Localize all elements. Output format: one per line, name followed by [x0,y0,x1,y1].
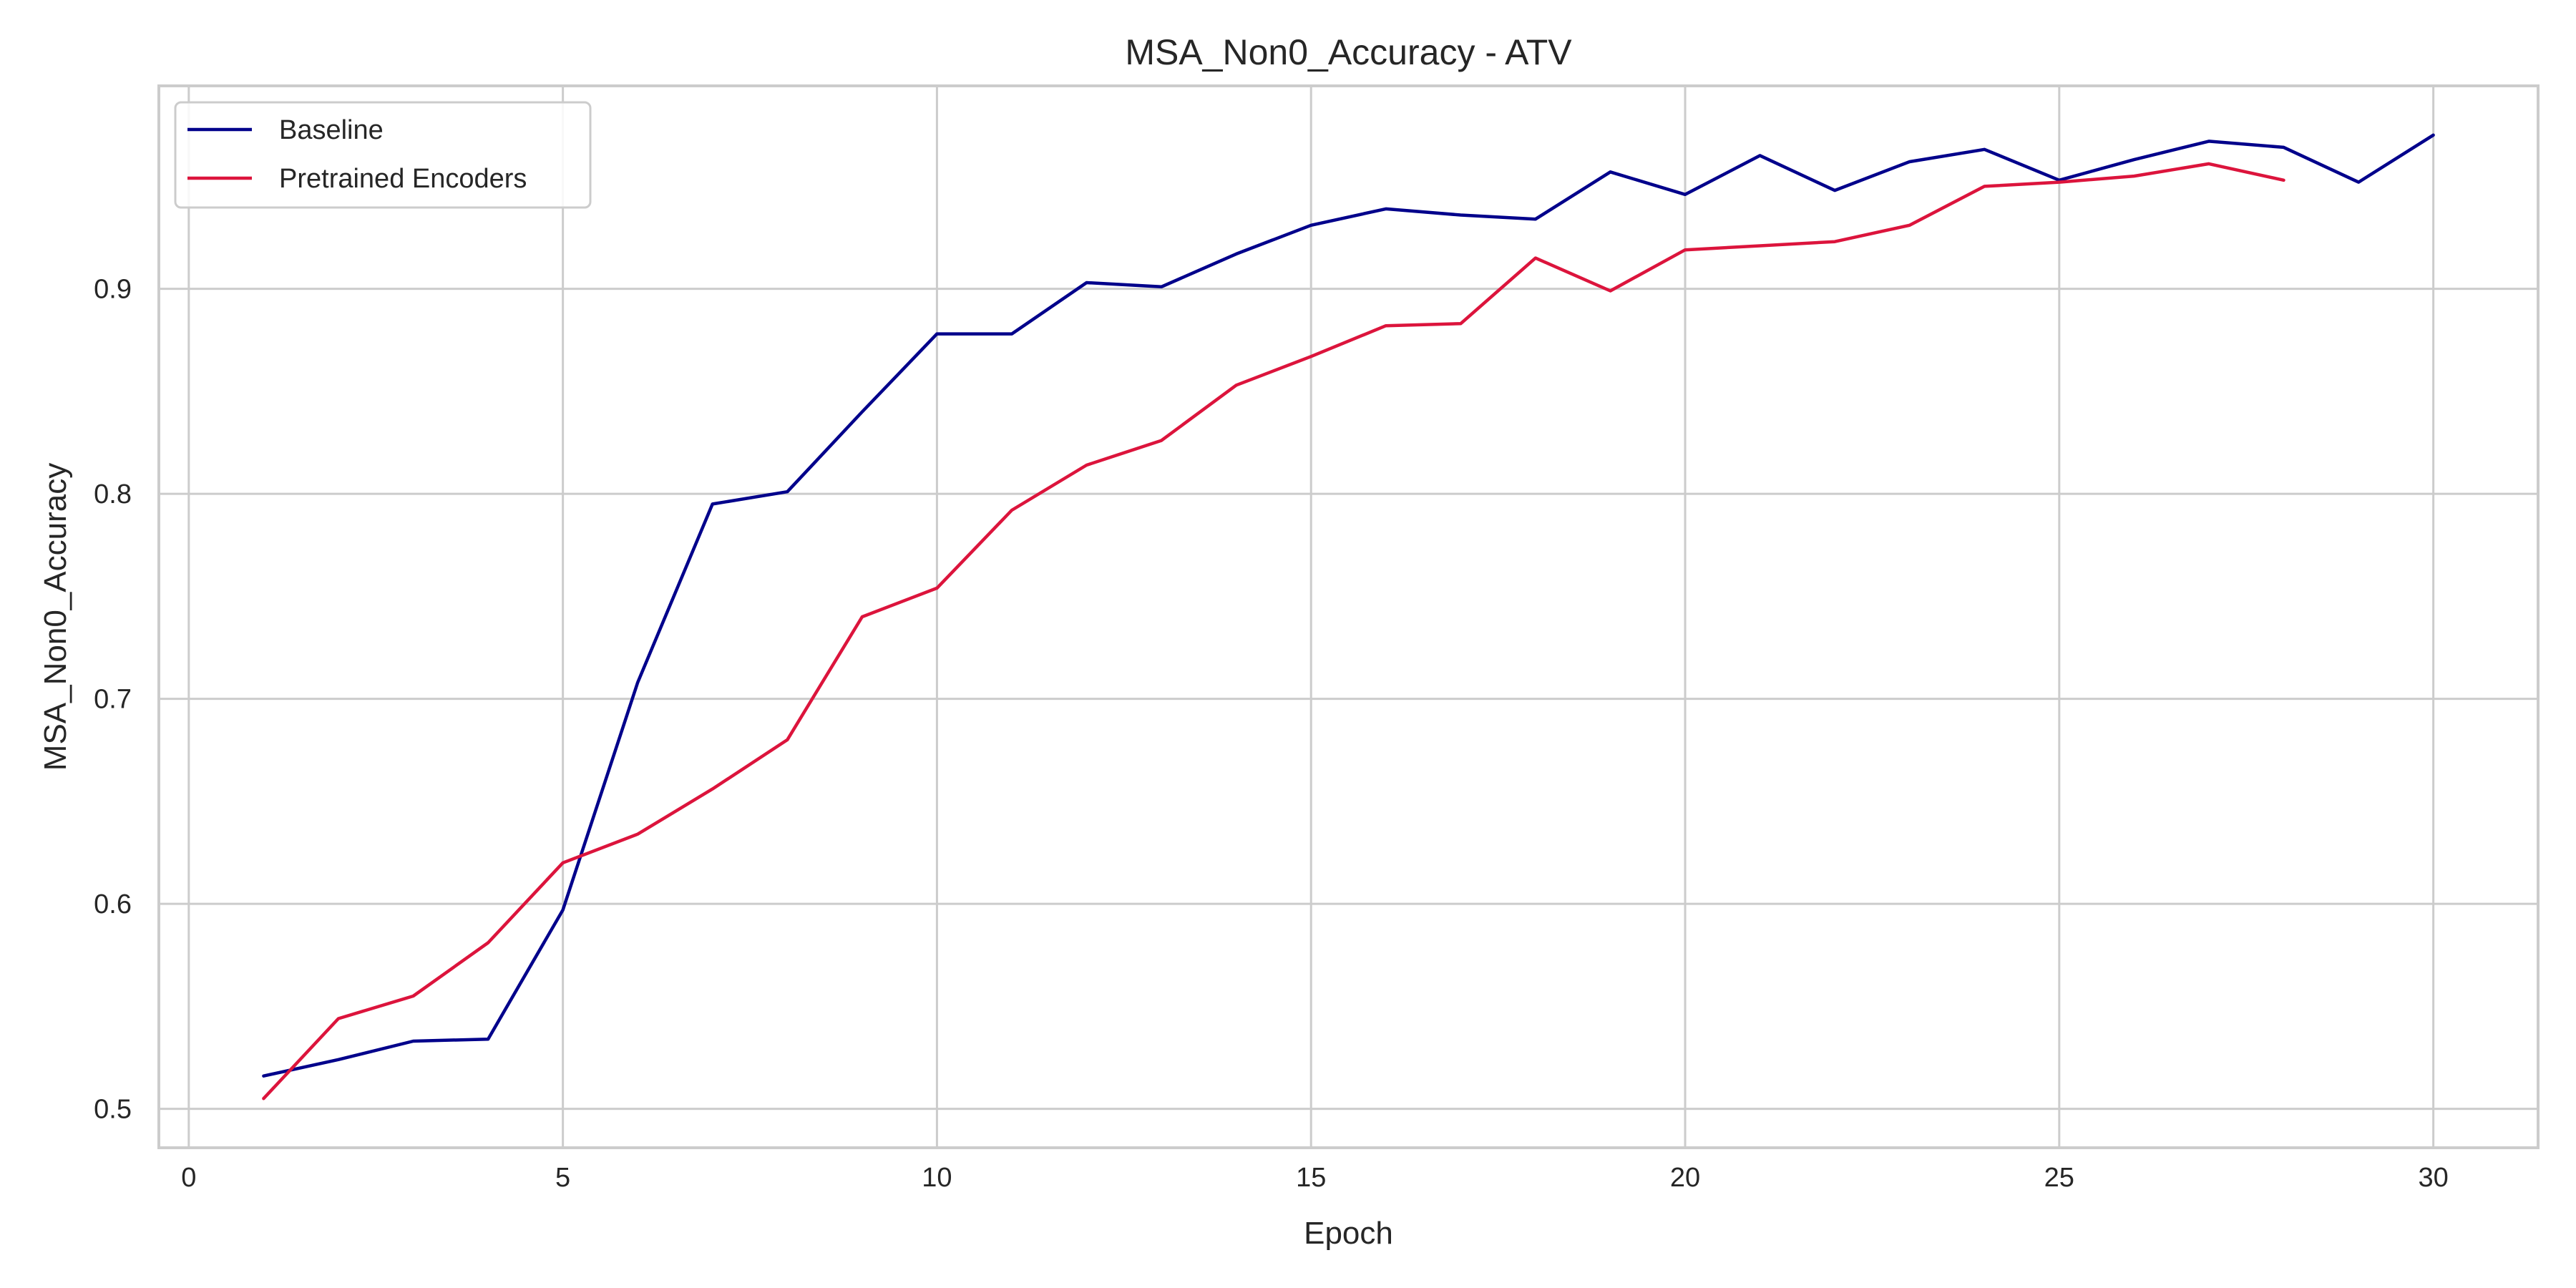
grid-lines [159,86,2538,1148]
x-tick-label: 0 [181,1163,196,1193]
tick-labels: 0 5 10 15 20 25 30 0.5 0.6 0.7 0.8 0.9 [94,275,2449,1193]
x-axis-label: Epoch [1304,1216,1393,1251]
y-tick-label: 0.5 [94,1095,132,1125]
legend-label-pretrained-encoders: Pretrained Encoders [279,164,527,194]
plot-frame [157,84,2540,1149]
legend: Baseline Pretrained Encoders [174,101,592,209]
y-tick-label: 0.9 [94,275,132,305]
x-tick-label: 5 [555,1163,570,1193]
y-tick-label: 0.8 [94,479,132,509]
x-tick-label: 20 [1670,1163,1700,1193]
legend-label-baseline: Baseline [279,115,384,145]
series-line-pretrained-encoders [262,162,2285,1101]
legend-box [174,101,592,209]
chart-title: MSA_Non0_Accuracy - ATV [1125,32,1572,72]
x-tick-label: 25 [2044,1163,2074,1193]
series-line-baseline [262,133,2435,1078]
x-tick-label: 30 [2418,1163,2448,1193]
x-tick-label: 10 [922,1163,952,1193]
y-axis-label: MSA_Non0_Accuracy [38,463,73,771]
y-tick-label: 0.6 [94,889,132,919]
y-tick-label: 0.7 [94,685,132,715]
x-tick-label: 15 [1296,1163,1326,1193]
series-lines [262,133,2435,1101]
